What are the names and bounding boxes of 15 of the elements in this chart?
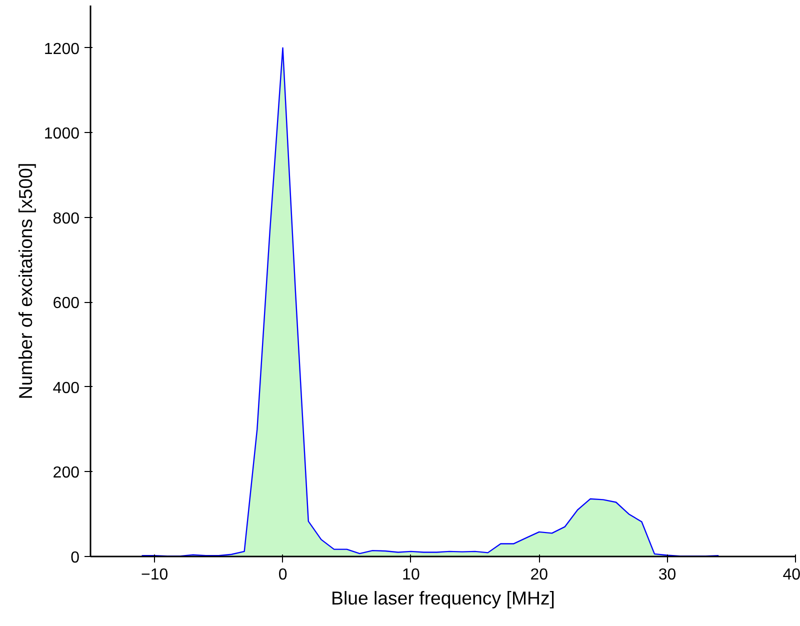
y-axis-title: Number of excitations [x500] xyxy=(14,162,36,400)
y-tick-label: 1200 xyxy=(44,40,80,58)
x-tick-label: 10 xyxy=(402,566,420,584)
y-tick-label: 600 xyxy=(52,295,80,312)
y-tick-label: 200 xyxy=(52,464,80,482)
x-axis-title: Blue laser frequency [MHz] xyxy=(331,588,555,608)
x-tick-label: 0 xyxy=(278,566,288,584)
y-tick-label: 1000 xyxy=(44,126,80,143)
y-tick-label: 800 xyxy=(52,210,80,228)
x-tick-label: 30 xyxy=(658,566,676,584)
y-tick-label: 0 xyxy=(70,550,80,566)
x-tick-label: 20 xyxy=(530,566,548,584)
x-tick-label: 40 xyxy=(782,566,800,584)
y-tick-label: 400 xyxy=(52,380,80,397)
x-tick-label: −10 xyxy=(141,566,168,584)
